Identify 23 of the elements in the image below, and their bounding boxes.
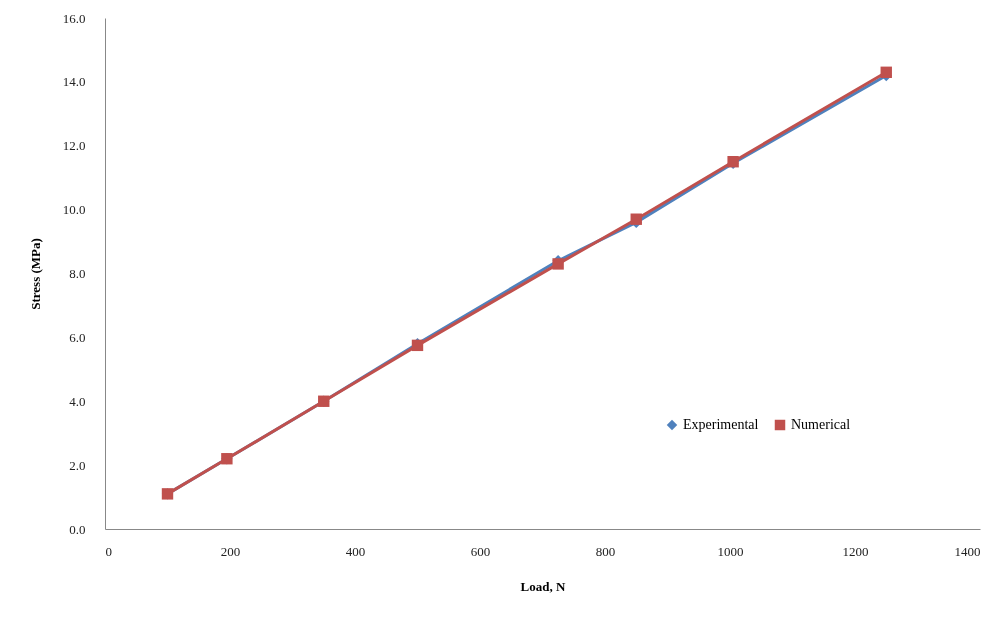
x-tick-label: 800 (595, 543, 616, 559)
x-tick-label: 200 (220, 543, 241, 559)
legend-label: Numerical (791, 417, 851, 432)
x-tick-label: 1000 (717, 543, 744, 559)
y-tick-label: 12.0 (62, 138, 86, 154)
y-tick-label: 8.0 (69, 266, 86, 281)
point (630, 213, 642, 225)
y-tick-label: 10.0 (62, 202, 86, 218)
y-tick-label: 4.0 (69, 393, 86, 409)
x-tick-label: 1400 (954, 543, 981, 559)
x-tick-label: 400 (345, 543, 366, 559)
point (880, 66, 892, 78)
y-tick-label: 6.0 (69, 329, 86, 345)
y-tick-label: 0.0 (69, 521, 86, 537)
y-tick-label: 16.0 (62, 10, 86, 26)
x-axis-title: Load, N (520, 578, 566, 594)
y-tick-label: 14.0 (62, 74, 86, 90)
legend-label: Experimental (683, 417, 759, 432)
y-tick-label: 2.0 (69, 457, 86, 473)
x-tick-label: 1200 (842, 543, 869, 559)
x-tick-label: 600 (470, 543, 491, 559)
y-axis-title: Stress (MPa) (27, 238, 43, 310)
x-tick-label: 0 (105, 543, 112, 559)
